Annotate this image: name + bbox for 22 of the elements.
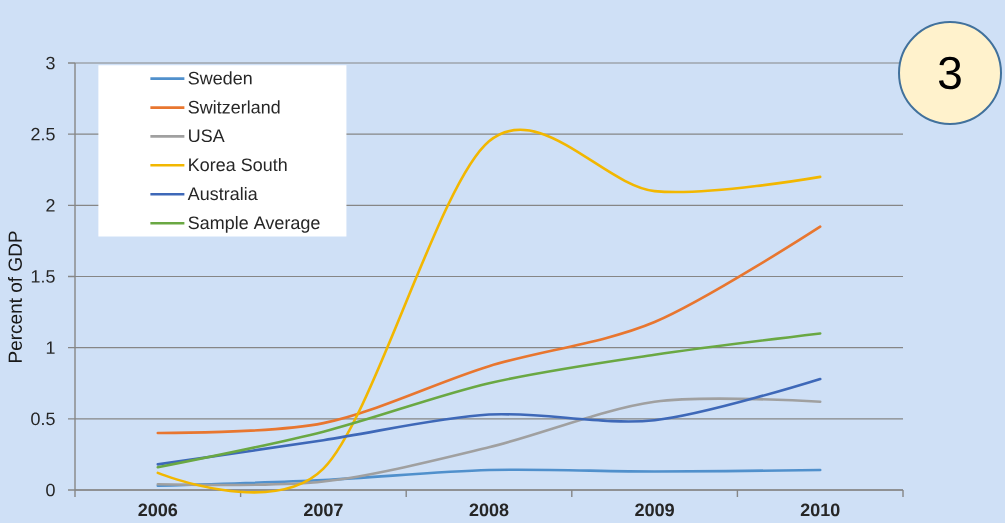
x-tick-label: 2009 xyxy=(635,503,674,517)
y-tick-label: 1 xyxy=(46,341,55,354)
legend-label: Sample Average xyxy=(188,215,320,233)
y-tick-label: 0.5 xyxy=(31,412,55,426)
y-tick-label: 0 xyxy=(46,483,55,497)
legend-label: Switzerland xyxy=(188,100,280,114)
x-tick-label: 2010 xyxy=(800,503,840,517)
y-tick-label: 2 xyxy=(46,199,55,212)
line-series xyxy=(156,332,822,469)
y-axis-title: Percent of GDP xyxy=(8,231,22,362)
legend-label: Australia xyxy=(187,186,258,201)
legend-label: Sweden xyxy=(188,71,252,85)
x-tick-label: 2008 xyxy=(469,503,509,517)
y-tick-label: 1.5 xyxy=(31,270,55,283)
x-tick-label: 2007 xyxy=(304,503,343,517)
y-tick-label: 3 xyxy=(46,56,55,70)
y-tick-label: 2.5 xyxy=(31,127,55,141)
x-tick-label: 2006 xyxy=(138,503,178,517)
legend-label: USA xyxy=(189,129,225,143)
legend-label: Korea South xyxy=(189,157,287,172)
text: 3 xyxy=(938,56,961,90)
line-series xyxy=(156,377,822,466)
